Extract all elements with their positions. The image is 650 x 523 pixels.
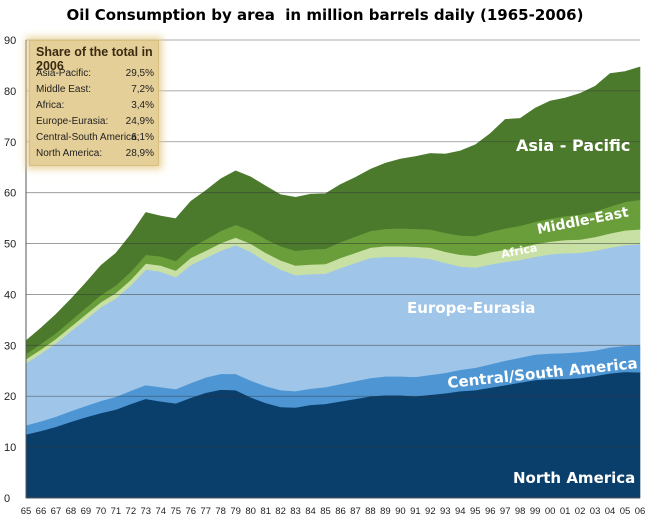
share-row: North America: 28,9% [36,148,154,163]
y-tick-label: 10 [4,442,16,454]
x-tick-label: 85 [320,506,331,517]
x-tick-label: 97 [500,506,511,517]
share-row-name: Africa: [36,100,65,111]
x-tick-label: 87 [350,506,361,517]
y-tick-label: 30 [4,340,16,352]
label-asia-pacific: Asia - Pacific [516,136,630,155]
y-tick-label: 60 [4,188,16,200]
x-tick-label: 80 [245,506,256,517]
x-tick-label: 82 [275,506,286,517]
share-row-value: 28,9% [125,148,154,159]
y-tick-label: 70 [4,137,16,149]
x-tick-label: 99 [530,506,541,517]
x-tick-label: 98 [515,506,526,517]
x-tick-label: 03 [590,506,601,517]
x-tick-label: 70 [96,506,107,517]
share-row: Middle East: 7,2% [36,84,154,99]
x-tick-label: 73 [141,506,152,517]
label-north-america: North America [513,469,635,487]
y-tick-label: 40 [4,289,16,301]
share-row: Central-South America: 6,1% [36,132,154,147]
share-box-title: Share of the total in 2006 [36,45,153,73]
x-tick-label: 96 [485,506,496,517]
share-row-name: North America: [36,148,103,159]
x-tick-label: 93 [440,506,451,517]
x-tick-label: 77 [200,506,211,517]
x-tick-label: 95 [470,506,481,517]
share-row-value: 3,4% [131,100,154,111]
share-row-value: 24,9% [125,116,154,127]
x-tick-label: 74 [155,506,166,517]
y-tick-label: 80 [4,86,16,98]
x-tick-label: 90 [395,506,406,517]
share-row-value: 6,1% [131,132,154,143]
x-tick-label: 91 [410,506,421,517]
x-tick-label: 79 [230,506,241,517]
share-row-name: Central-South America: [36,132,140,143]
y-tick-label: 0 [4,493,10,505]
x-tick-label: 72 [126,506,137,517]
x-tick-label: 00 [545,506,556,517]
x-tick-label: 92 [425,506,436,517]
share-row: Africa: 3,4% [36,100,154,115]
x-tick-label: 02 [575,506,586,517]
x-tick-label: 78 [215,506,226,517]
x-tick-label: 88 [365,506,376,517]
share-row-name: Asia-Pacific: [36,68,92,79]
share-row-name: Middle East: [36,84,92,95]
x-tick-label: 86 [335,506,346,517]
share-row-value: 29,5% [125,68,154,79]
x-tick-label: 89 [380,506,391,517]
x-tick-label: 84 [305,506,316,517]
x-tick-label: 67 [51,506,62,517]
x-tick-label: 65 [21,506,32,517]
x-tick-label: 69 [81,506,92,517]
x-tick-label: 75 [170,506,181,517]
y-tick-label: 20 [4,391,16,403]
x-tick-label: 94 [455,506,466,517]
share-row: Asia-Pacific: 29,5% [36,68,154,83]
share-row-name: Europe-Eurasia: [36,116,109,127]
share-row-value: 7,2% [131,84,154,95]
label-europe-eurasia: Europe-Eurasia [407,299,535,317]
x-tick-label: 71 [111,506,122,517]
area-series-asia-pacific [25,66,641,355]
y-tick-label: 90 [4,35,16,47]
share-box: Share of the total in 2006 Asia-Pacific:… [29,40,159,166]
share-row: Europe-Eurasia: 24,9% [36,116,154,131]
y-tick-label: 50 [4,239,16,251]
x-tick-label: 83 [290,506,301,517]
chart-title: Oil Consumption by area in million barre… [66,6,584,24]
x-tick-label: 01 [560,506,571,517]
x-tick-label: 66 [36,506,47,517]
x-tick-label: 04 [605,506,616,517]
x-tick-label: 05 [620,506,631,517]
x-tick-label: 76 [185,506,196,517]
x-tick-label: 06 [635,506,646,517]
x-tick-label: 68 [66,506,77,517]
x-tick-label: 81 [260,506,271,517]
